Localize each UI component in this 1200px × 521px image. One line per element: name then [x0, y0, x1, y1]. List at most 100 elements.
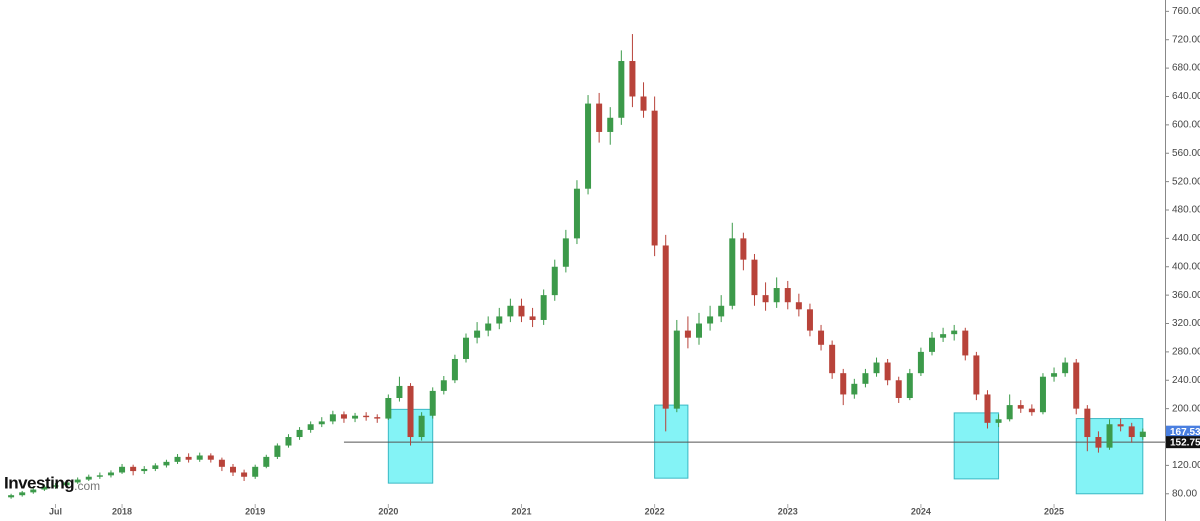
candle-body [374, 417, 381, 419]
candle-body [596, 103, 603, 132]
y-tick-label: 400.00 [1172, 261, 1200, 272]
candle-body [740, 238, 747, 260]
y-tick-label: 440.00 [1172, 233, 1200, 244]
candle-body [340, 414, 347, 419]
candle-body [363, 415, 370, 418]
candle-body [252, 466, 259, 477]
candle-body [85, 476, 92, 480]
x-tick-label: 2022 [645, 506, 665, 516]
candle-body [973, 355, 980, 395]
candle-body [551, 266, 558, 296]
candle-body [407, 385, 414, 438]
candle-body [884, 362, 891, 381]
x-tick-label: 2023 [778, 506, 798, 516]
candle-body [784, 288, 791, 303]
candle-body [1117, 424, 1124, 427]
candle-body [285, 437, 292, 446]
y-tick-label: 760.00 [1172, 6, 1200, 17]
candle-body [1028, 408, 1035, 413]
y-tick-label: 200.00 [1172, 403, 1200, 414]
candle-body [840, 373, 847, 395]
candle-body [1095, 437, 1102, 448]
candle-body [218, 459, 225, 467]
candle-body [230, 466, 236, 473]
candle-body [940, 334, 947, 338]
candle-body [196, 455, 203, 460]
price-label-box [1166, 425, 1200, 438]
candle-body [19, 492, 26, 496]
y-tick-label: 520.00 [1172, 176, 1200, 187]
price-label: 152.75 [1170, 437, 1200, 448]
candle-body [1017, 405, 1024, 409]
candle-body [507, 305, 514, 317]
candle-body [474, 330, 481, 338]
candle-body [673, 330, 680, 409]
candle-body [1084, 408, 1091, 438]
candle-body [119, 466, 126, 473]
x-tick-label: 2024 [911, 506, 931, 516]
candle-body [984, 394, 991, 423]
watermark-suffix: .com [74, 479, 100, 493]
candle-body [895, 380, 902, 399]
candle-body [63, 482, 70, 486]
candle-body [762, 295, 769, 303]
candle-body [873, 362, 880, 374]
y-tick-label: 480.00 [1172, 205, 1200, 216]
watermark: Investing [4, 473, 74, 492]
candle-body [806, 309, 813, 331]
candle-body [241, 472, 248, 477]
candle-body [684, 330, 691, 338]
candle-body [629, 61, 636, 97]
highlight-box [953, 412, 1000, 480]
candle-body [773, 288, 780, 303]
y-tick-label: 640.00 [1172, 91, 1200, 102]
candle-body [440, 380, 447, 391]
candle-body [729, 238, 736, 306]
x-tick-label: 2019 [245, 506, 265, 516]
y-tick-label: 280.00 [1172, 347, 1200, 358]
candle-body [929, 337, 935, 352]
candle-body [906, 373, 913, 399]
candle-body [718, 305, 725, 317]
candle-body [263, 456, 270, 467]
candle-body [141, 468, 148, 472]
candle-body [662, 245, 669, 409]
x-tick-label: Jul [49, 506, 62, 516]
candle-body [562, 238, 569, 267]
candle-body [917, 351, 924, 374]
x-tick-label: 2020 [378, 506, 398, 516]
y-tick-label: 600.00 [1172, 120, 1200, 131]
candle-body [296, 429, 303, 438]
candle-body [307, 424, 314, 430]
candle-body [429, 390, 436, 416]
candle-body [518, 305, 525, 317]
candle-body [962, 330, 969, 356]
candle-body [418, 415, 425, 438]
candle-body [274, 445, 281, 457]
candle-body [540, 295, 547, 320]
candle-body [1128, 426, 1135, 438]
x-tick-label: 2025 [1044, 506, 1064, 516]
candle-body [607, 117, 614, 132]
candle-body [385, 398, 392, 419]
candle-body [74, 479, 81, 483]
candle-body [396, 385, 403, 399]
candle-body [829, 344, 836, 374]
candle-body [52, 485, 59, 487]
candle-body [1062, 362, 1069, 374]
candle-body [585, 103, 592, 189]
x-tick-label: 2018 [112, 506, 132, 516]
candle-body [207, 455, 214, 460]
candle-body [163, 461, 170, 466]
y-tick-label: 320.00 [1172, 318, 1200, 329]
candle-body [1139, 431, 1146, 438]
candle-body [352, 415, 359, 419]
candle-body [651, 110, 658, 246]
candle-body [8, 495, 15, 498]
y-tick-label: 80.00 [1172, 488, 1197, 499]
price-label-box [1166, 436, 1200, 449]
candle-body [1073, 362, 1080, 409]
candle-body [41, 486, 48, 490]
